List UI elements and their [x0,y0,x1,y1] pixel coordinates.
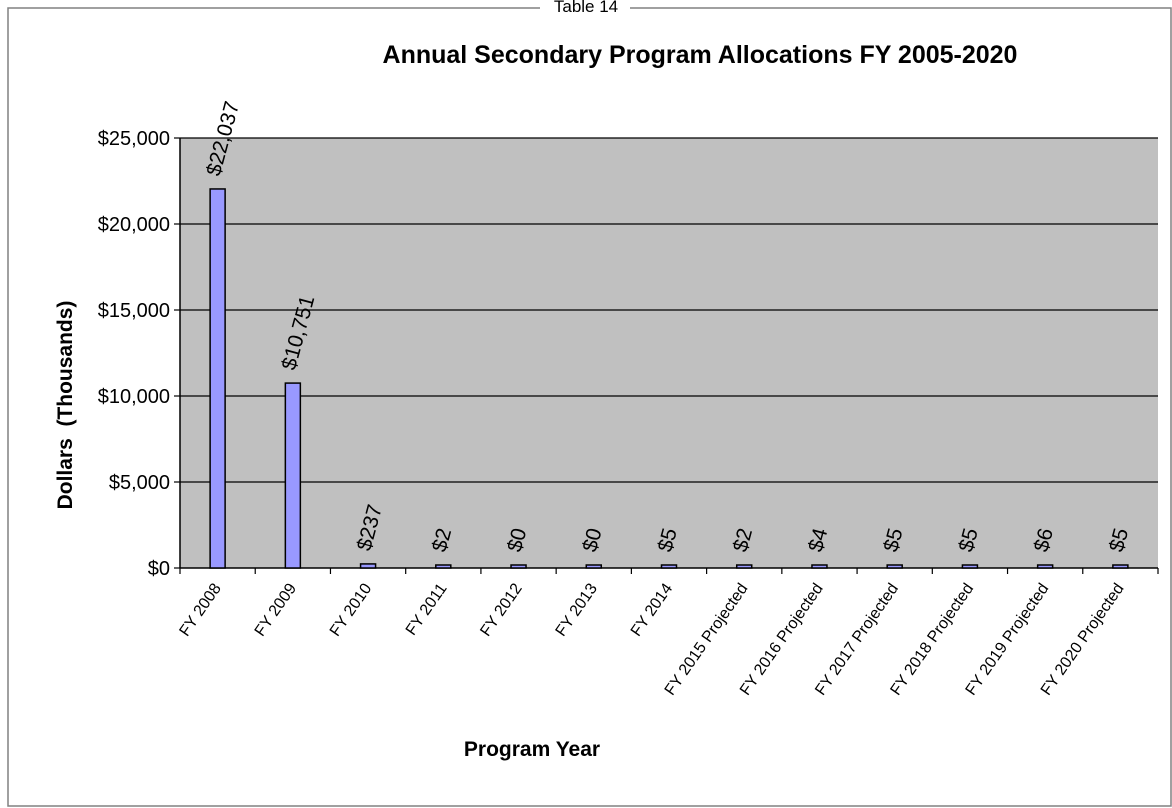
y-tick-label: $25,000 [98,128,170,150]
bar [735,564,753,569]
bar [660,564,678,569]
table-caption: Table 14 [554,0,618,16]
y-tick-label: $10,000 [98,386,170,408]
y-tick-label: $5,000 [109,472,170,494]
bar [886,564,903,569]
bar [359,563,377,569]
y-axis-title: Dollars (Thousands) [54,301,77,510]
bar [961,564,979,569]
bar [209,188,226,569]
bar [1112,564,1129,569]
plot-area [180,138,1158,568]
bar [284,382,302,569]
y-tick-label: $20,000 [98,214,170,236]
x-axis-title: Program Year [464,738,600,761]
caption-mask [540,0,630,14]
y-tick-label: $15,000 [98,300,170,322]
bar [811,564,828,569]
y-tick-label: $0 [148,558,170,580]
bar [585,564,603,569]
chart-title: Annual Secondary Program Allocations FY … [383,41,1018,69]
bar [435,564,452,569]
bars [209,188,1129,569]
gridlines [180,137,1158,483]
bar [1036,564,1054,569]
y-axis-ticks: $0 $5,000 $10,000 $15,000 $20,000 $25,000 [98,128,180,580]
bar [510,564,527,569]
